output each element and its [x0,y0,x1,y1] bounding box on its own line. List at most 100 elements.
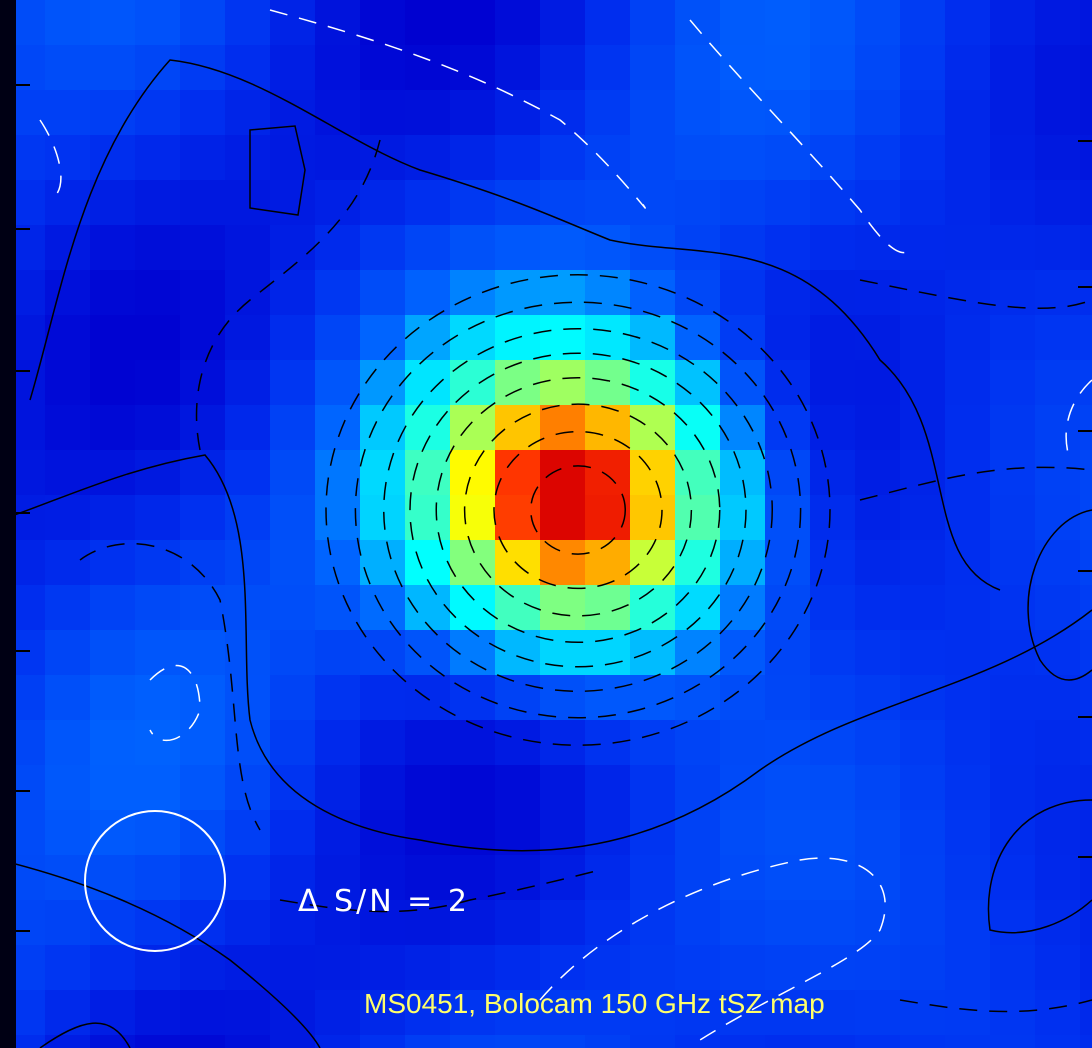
contour-line [79,542,261,831]
map-pixel [945,225,991,271]
map-pixel [540,45,586,91]
map-pixel [450,585,496,631]
map-pixel [180,540,226,586]
map-pixel [1035,225,1081,271]
map-pixel [675,990,721,1036]
map-pixel [1035,450,1081,496]
map-pixel [900,405,946,451]
map-pixel [540,450,586,496]
map-pixel [675,135,721,181]
map-pixel [135,990,181,1036]
map-pixel [225,45,271,91]
axis-tick [16,790,30,792]
map-pixel [810,270,856,316]
axis-tick [1078,140,1092,142]
map-pixel [630,180,676,226]
map-pixel [990,45,1036,91]
map-pixel [1080,810,1092,856]
map-pixel [585,945,631,991]
map-pixel [90,675,136,721]
map-pixel [180,225,226,271]
map-pixel [720,945,766,991]
axis-tick [16,370,30,372]
map-pixel [450,450,496,496]
map-pixel [1035,135,1081,181]
map-pixel [540,360,586,406]
map-pixel [630,765,676,811]
map-pixel [180,990,226,1036]
map-pixel [450,900,496,946]
map-pixel [1080,945,1092,991]
contour-line [149,664,201,741]
map-pixel [630,675,676,721]
map-pixel [855,585,901,631]
axis-tick [1078,856,1092,858]
map-pixel [675,900,721,946]
map-pixel [315,495,361,541]
map-pixel [495,1035,541,1048]
map-pixel [90,540,136,586]
map-pixel [45,675,91,721]
map-pixel [360,270,406,316]
map-pixel [1080,450,1092,496]
map-pixel [315,90,361,136]
map-pixel [405,945,451,991]
map-pixel [450,990,496,1036]
map-pixel [900,765,946,811]
map-pixel [90,315,136,361]
axis-tick [16,930,30,932]
contour-line [29,59,1001,591]
contour-line [1065,379,1092,461]
map-pixel [630,270,676,316]
map-pixel [585,675,631,721]
map-pixel [810,225,856,271]
axis-tick [16,650,30,652]
map-pixel [270,585,316,631]
map-pixel [360,360,406,406]
map-pixel [1035,180,1081,226]
map-pixel [1080,315,1092,361]
map-pixel [135,945,181,991]
map-pixel [270,855,316,901]
map-pixel [720,45,766,91]
map-pixel [135,585,181,631]
map-pixel [675,270,721,316]
map-pixel [270,1035,316,1048]
map-pixel [990,0,1036,46]
map-pixel [90,900,136,946]
map-pixel [900,0,946,46]
map-pixel [855,315,901,361]
map-pixel [135,90,181,136]
map-pixel [405,630,451,676]
map-pixel [225,1035,271,1048]
map-pixel [495,720,541,766]
contour-line [987,799,1092,934]
map-pixel [495,360,541,406]
map-pixel [1035,0,1081,46]
map-pixel [450,135,496,181]
map-pixel [450,315,496,361]
map-pixel [315,675,361,721]
map-pixel [225,90,271,136]
map-pixel [900,720,946,766]
map-pixel [900,945,946,991]
map-pixel [630,540,676,586]
map-pixel [225,360,271,406]
map-pixel [270,540,316,586]
map-pixel [405,90,451,136]
map-pixel [810,315,856,361]
map-pixel [270,0,316,46]
map-pixel [630,1035,676,1048]
map-pixel [540,135,586,181]
map-pixel [630,360,676,406]
map-pixel [315,405,361,451]
contour-line [325,274,831,746]
map-contours [0,9,1092,1048]
map-pixel [315,765,361,811]
map-pixel [810,945,856,991]
contour-line [249,125,306,216]
map-pixel [990,945,1036,991]
map-pixel [45,900,91,946]
map-pixel [360,900,406,946]
map-pixel [1035,540,1081,586]
